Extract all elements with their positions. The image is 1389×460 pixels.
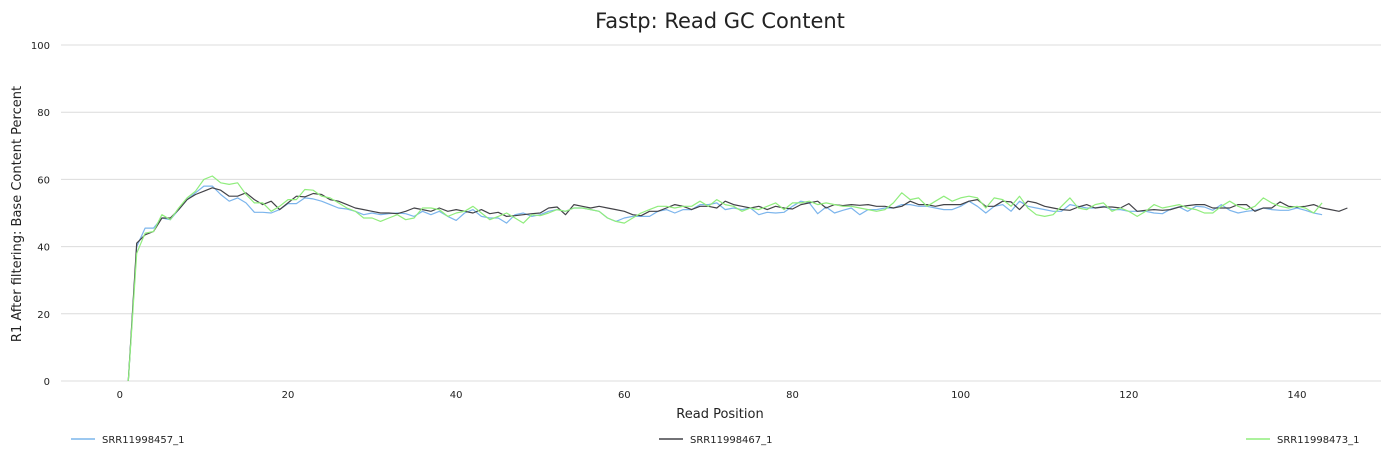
chart-title: Fastp: Read GC Content: [595, 9, 845, 33]
y-axis-ticks: 0 20 40 60 80 100: [31, 41, 50, 388]
series-lines: [127, 175, 1348, 382]
x-tick-label: 120: [1119, 390, 1138, 401]
x-tick-label: 60: [618, 390, 631, 401]
x-tick-label: 100: [951, 390, 970, 401]
x-tick-label: 140: [1287, 390, 1306, 401]
legend-label: SRR11998457_1: [102, 435, 185, 446]
x-tick-label: 20: [282, 390, 295, 401]
y-tick-label: 100: [31, 41, 50, 52]
legend-item-1[interactable]: SRR11998457_1: [71, 435, 185, 446]
x-axis-ticks: 0 20 40 60 80 100 120 140: [117, 390, 1307, 401]
y-tick-label: 0: [44, 377, 50, 388]
y-tick-label: 40: [37, 243, 50, 254]
x-axis-label: Read Position: [676, 407, 763, 422]
legend-label: SRR11998467_1: [690, 435, 773, 446]
legend[interactable]: SRR11998457_1 SRR11998467_1 SRR11998473_1: [71, 435, 1360, 446]
series-line-3[interactable]: [127, 175, 1323, 382]
grid-lines: [61, 44, 1381, 382]
x-tick-label: 80: [786, 390, 799, 401]
x-tick-label: 40: [450, 390, 463, 401]
y-tick-label: 80: [37, 108, 50, 119]
y-tick-label: 60: [37, 175, 50, 186]
y-tick-label: 20: [37, 310, 50, 321]
y-axis-label: R1 After filtering: Base Content Percent: [10, 86, 25, 342]
legend-item-3[interactable]: SRR11998473_1: [1246, 435, 1360, 446]
x-tick-label: 0: [117, 390, 123, 401]
legend-label: SRR11998473_1: [1277, 435, 1360, 446]
series-line-1[interactable]: [127, 185, 1323, 382]
series-line-2[interactable]: [127, 187, 1348, 382]
legend-item-2[interactable]: SRR11998467_1: [659, 435, 773, 446]
